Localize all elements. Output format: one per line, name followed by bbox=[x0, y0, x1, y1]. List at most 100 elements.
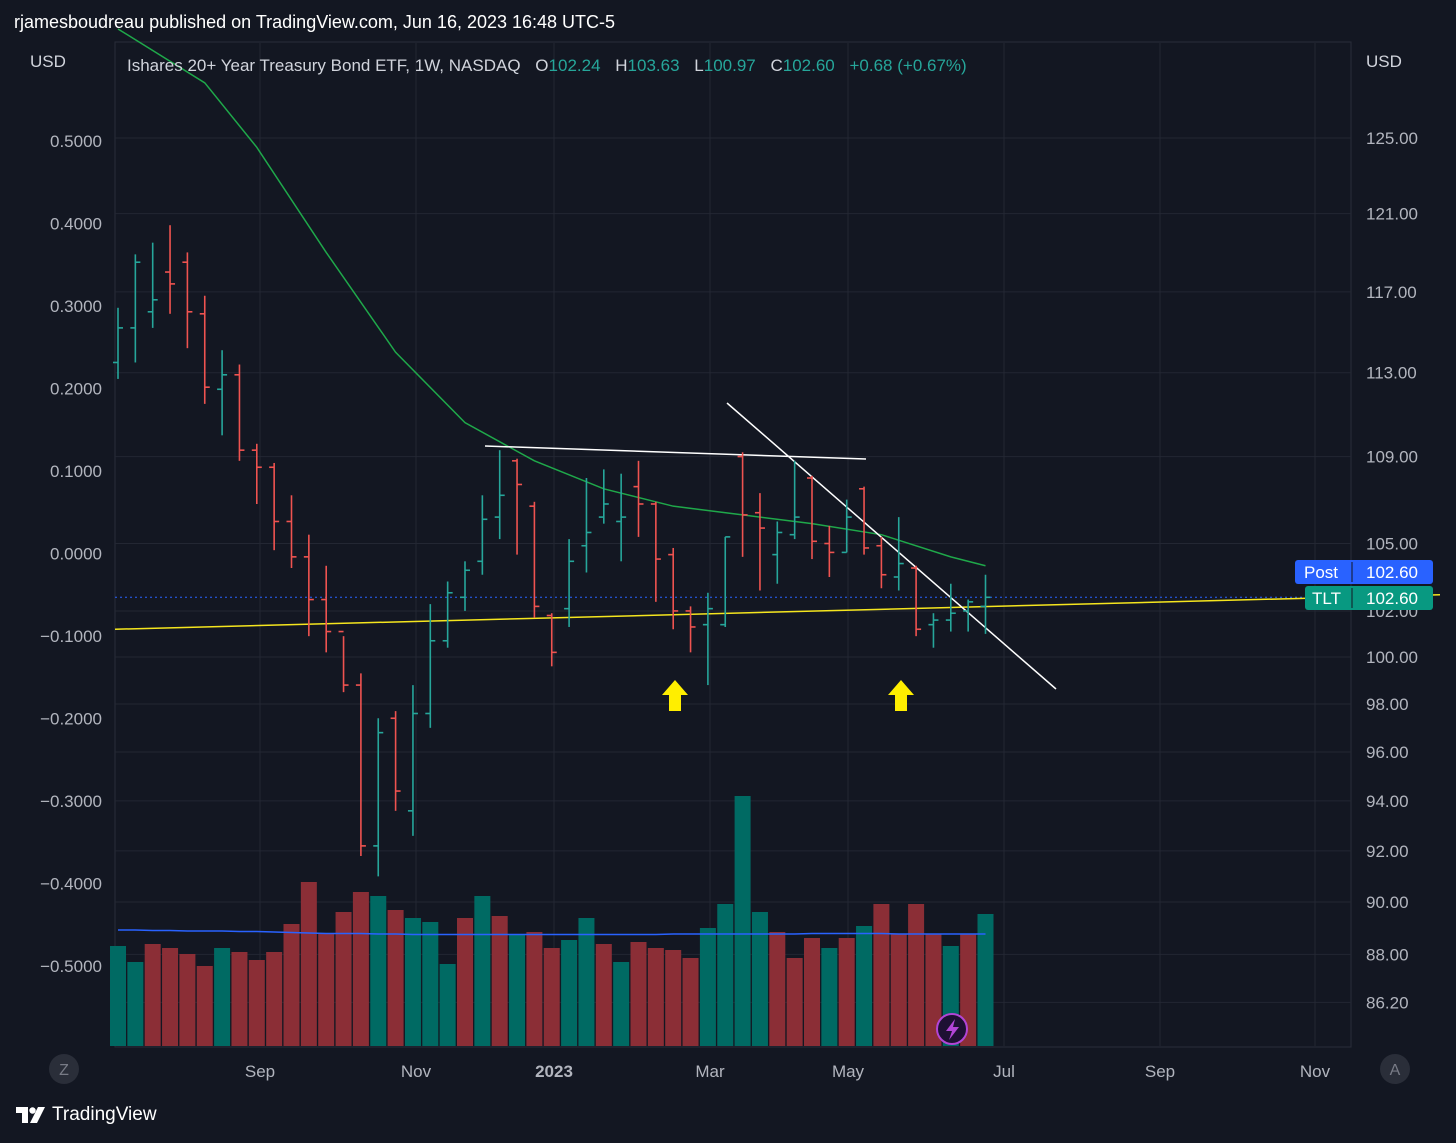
left-tick-2: 0.3000 bbox=[50, 297, 102, 316]
legend: Ishares 20+ Year Treasury Bond ETF, 1W, … bbox=[127, 56, 967, 75]
lightning-icon[interactable] bbox=[936, 1013, 968, 1045]
published-line: rjamesboudreau published on TradingView.… bbox=[14, 12, 616, 32]
volume-bar-9 bbox=[266, 952, 283, 1046]
footer-brand[interactable]: TradingView bbox=[16, 1104, 157, 1126]
volume-bar-11 bbox=[300, 882, 317, 1046]
left-tick-5: 0.0000 bbox=[50, 545, 102, 564]
x-tick-5: Jul bbox=[993, 1062, 1015, 1081]
tradingview-logo-icon bbox=[16, 1107, 45, 1123]
ohlc-bar-29 bbox=[616, 473, 627, 562]
svg-text:Z: Z bbox=[59, 1062, 69, 1079]
left-axis: 0.5000 0.4000 0.3000 0.2000 0.1000 0.0000 −0.1… bbox=[40, 132, 102, 976]
volume-bar-46 bbox=[908, 904, 925, 1046]
volume-bar-15 bbox=[370, 896, 387, 1046]
ohlc-bar-16 bbox=[390, 711, 401, 811]
legend-o-label: O bbox=[535, 56, 548, 75]
volume-bar-0 bbox=[110, 946, 126, 1046]
volume-bar-12 bbox=[318, 934, 335, 1046]
x-tick-0: Sep bbox=[245, 1062, 275, 1081]
ohlc-bar-14 bbox=[355, 673, 366, 856]
ohlc-bar-15 bbox=[373, 718, 384, 877]
ohlc-bar-18 bbox=[425, 604, 436, 728]
right-tick-1: 121.00 bbox=[1366, 205, 1418, 224]
left-tick-0: 0.5000 bbox=[50, 132, 102, 151]
ohlc-bar-19 bbox=[442, 581, 453, 648]
ticker-price-label: TLT 102.60 bbox=[1305, 586, 1433, 610]
volume-bar-19 bbox=[439, 964, 456, 1046]
left-tick-8: −0.3000 bbox=[40, 792, 102, 811]
volume-bar-39 bbox=[786, 958, 803, 1046]
ohlc-bar-33 bbox=[685, 606, 696, 653]
post-value: 102.60 bbox=[1366, 563, 1418, 582]
ohlc-bar-44 bbox=[876, 536, 887, 589]
legend-c-value: 102.60 bbox=[783, 56, 835, 75]
right-tick-8: 98.00 bbox=[1366, 695, 1409, 714]
legend-c-label: C bbox=[770, 56, 782, 75]
ohlc-bar-25 bbox=[546, 613, 557, 667]
ohlc-bar-47 bbox=[928, 613, 939, 648]
ohlc-bar-40 bbox=[807, 475, 817, 560]
volume-bar-50 bbox=[977, 914, 994, 1046]
right-tick-14: 86.20 bbox=[1366, 993, 1409, 1012]
ohlc-bar-24 bbox=[529, 501, 540, 618]
ohlc-bar-36 bbox=[737, 452, 748, 557]
volume-bar-2 bbox=[144, 944, 161, 1046]
ohlc-bar-8 bbox=[251, 443, 262, 504]
volume-bar-35 bbox=[717, 904, 734, 1046]
volume-bar-6 bbox=[214, 948, 231, 1046]
ticker-value: 102.60 bbox=[1366, 589, 1418, 608]
right-tick-10: 94.00 bbox=[1366, 792, 1409, 811]
x-tick-6: Sep bbox=[1145, 1062, 1175, 1081]
volume-bar-3 bbox=[162, 948, 179, 1046]
ohlc-bar-11 bbox=[303, 534, 314, 637]
ohlc-bar-30 bbox=[633, 460, 644, 537]
ohlc-bar-42 bbox=[841, 499, 852, 554]
ohlc-bar-22 bbox=[494, 450, 505, 540]
right-tick-2: 117.00 bbox=[1366, 283, 1417, 302]
volume-bar-27 bbox=[578, 918, 595, 1046]
ohlc-bar-49 bbox=[963, 599, 974, 632]
post-price-label: Post 102.60 bbox=[1295, 560, 1433, 584]
right-tick-3: 113.00 bbox=[1366, 364, 1417, 383]
volume-bar-18 bbox=[422, 922, 439, 1046]
ohlc-bar-13 bbox=[338, 630, 349, 693]
volume-bar-23 bbox=[509, 934, 526, 1046]
legend-symbol: Ishares 20+ Year Treasury Bond ETF, 1W, … bbox=[127, 56, 521, 75]
left-tick-6: −0.1000 bbox=[40, 627, 102, 646]
ohlc-bar-41 bbox=[824, 525, 835, 577]
up-arrow-icon-0 bbox=[662, 680, 688, 711]
volume-bar-21 bbox=[474, 896, 491, 1046]
left-tick-3: 0.2000 bbox=[50, 380, 102, 399]
volume-bar-10 bbox=[283, 924, 300, 1046]
downtrend-line bbox=[726, 402, 1057, 690]
ohlc-bar-23 bbox=[512, 458, 523, 555]
ohlc-bar-50 bbox=[980, 574, 991, 634]
left-tick-9: −0.4000 bbox=[40, 875, 102, 894]
svg-text:A: A bbox=[1390, 1062, 1401, 1079]
indicator-overlays bbox=[114, 28, 1441, 690]
legend-h-label: H bbox=[615, 56, 627, 75]
ohlc-bar-21 bbox=[477, 495, 488, 575]
legend-change: +0.68 (+0.67%) bbox=[850, 56, 967, 75]
z-button[interactable]: Z bbox=[49, 1054, 79, 1084]
ohlc-bar-38 bbox=[772, 521, 783, 584]
chart-pane[interactable] bbox=[114, 41, 1352, 1048]
time-axis: Sep Nov 2023 Mar May Jul Sep Nov bbox=[245, 1062, 1331, 1081]
ohlc-bar-34 bbox=[702, 592, 713, 686]
ohlc-bar-12 bbox=[321, 565, 332, 653]
right-tick-0: 125.00 bbox=[1366, 129, 1418, 148]
ohlc-bar-20 bbox=[460, 561, 470, 611]
right-tick-4: 109.00 bbox=[1366, 448, 1418, 467]
legend-o-value: 102.24 bbox=[549, 56, 601, 75]
volume-bar-22 bbox=[491, 916, 508, 1046]
ohlc-bars bbox=[113, 225, 991, 877]
right-axis-unit: USD bbox=[1366, 52, 1402, 71]
ohlc-bar-27 bbox=[581, 477, 592, 573]
right-tick-5: 105.00 bbox=[1366, 535, 1418, 554]
ohlc-bar-35 bbox=[720, 536, 731, 627]
a-button[interactable]: A bbox=[1380, 1054, 1410, 1084]
legend-h-value: 103.63 bbox=[628, 56, 680, 75]
ohlc-bar-5 bbox=[199, 295, 210, 404]
x-tick-4: May bbox=[832, 1062, 865, 1081]
